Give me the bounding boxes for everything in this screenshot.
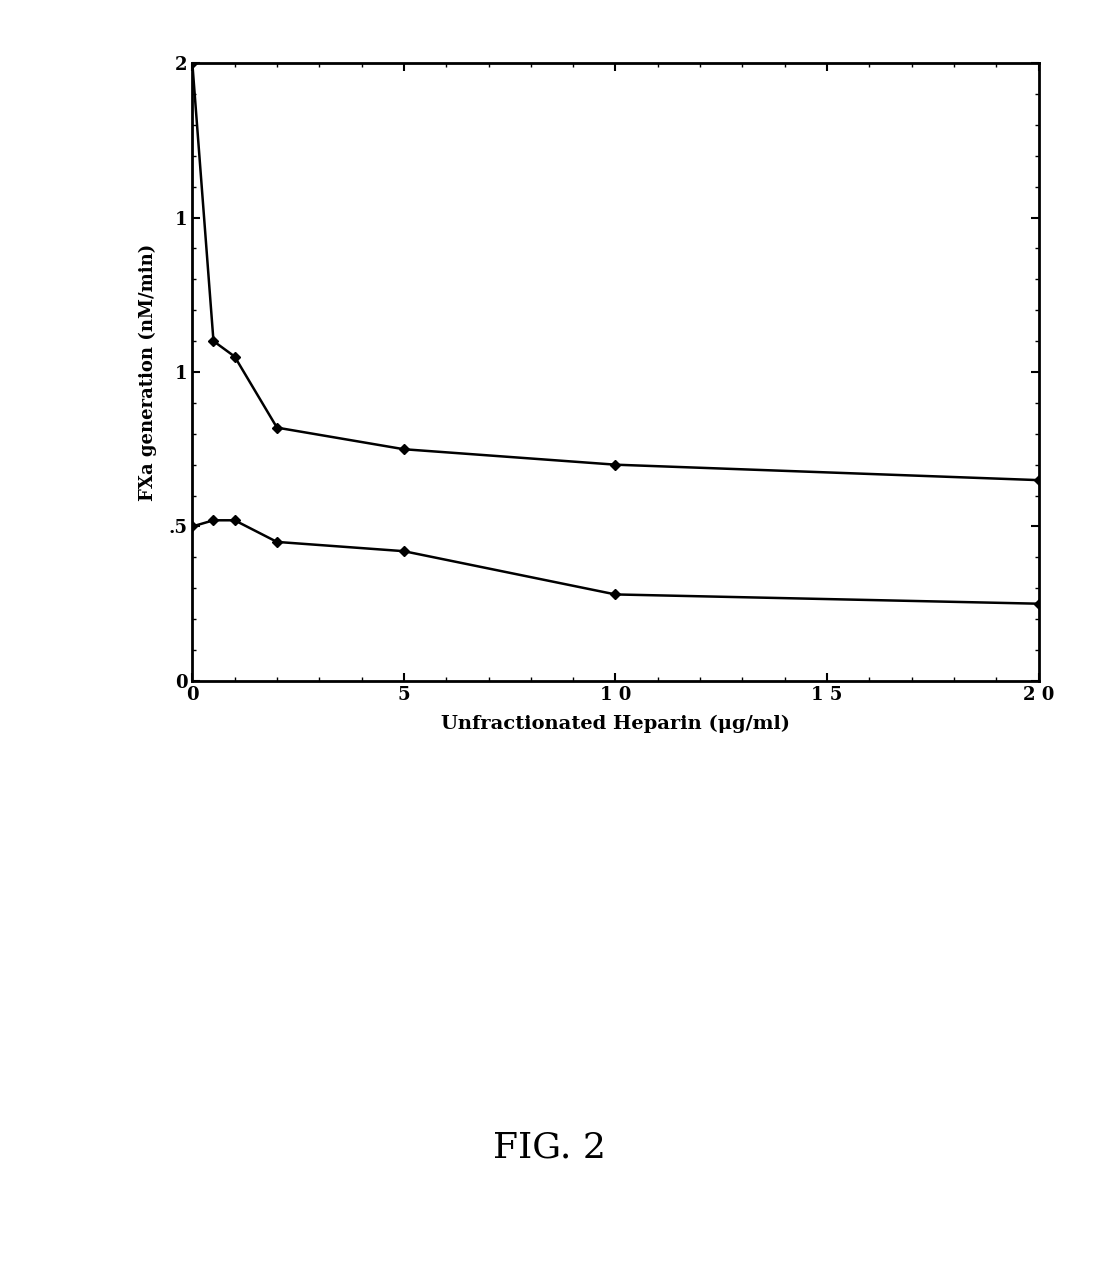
X-axis label: Unfractionated Heparin (μg/ml): Unfractionated Heparin (μg/ml) [441,715,790,733]
Y-axis label: FXa generation (nM/min): FXa generation (nM/min) [140,243,157,501]
Text: FIG. 2: FIG. 2 [493,1131,606,1164]
